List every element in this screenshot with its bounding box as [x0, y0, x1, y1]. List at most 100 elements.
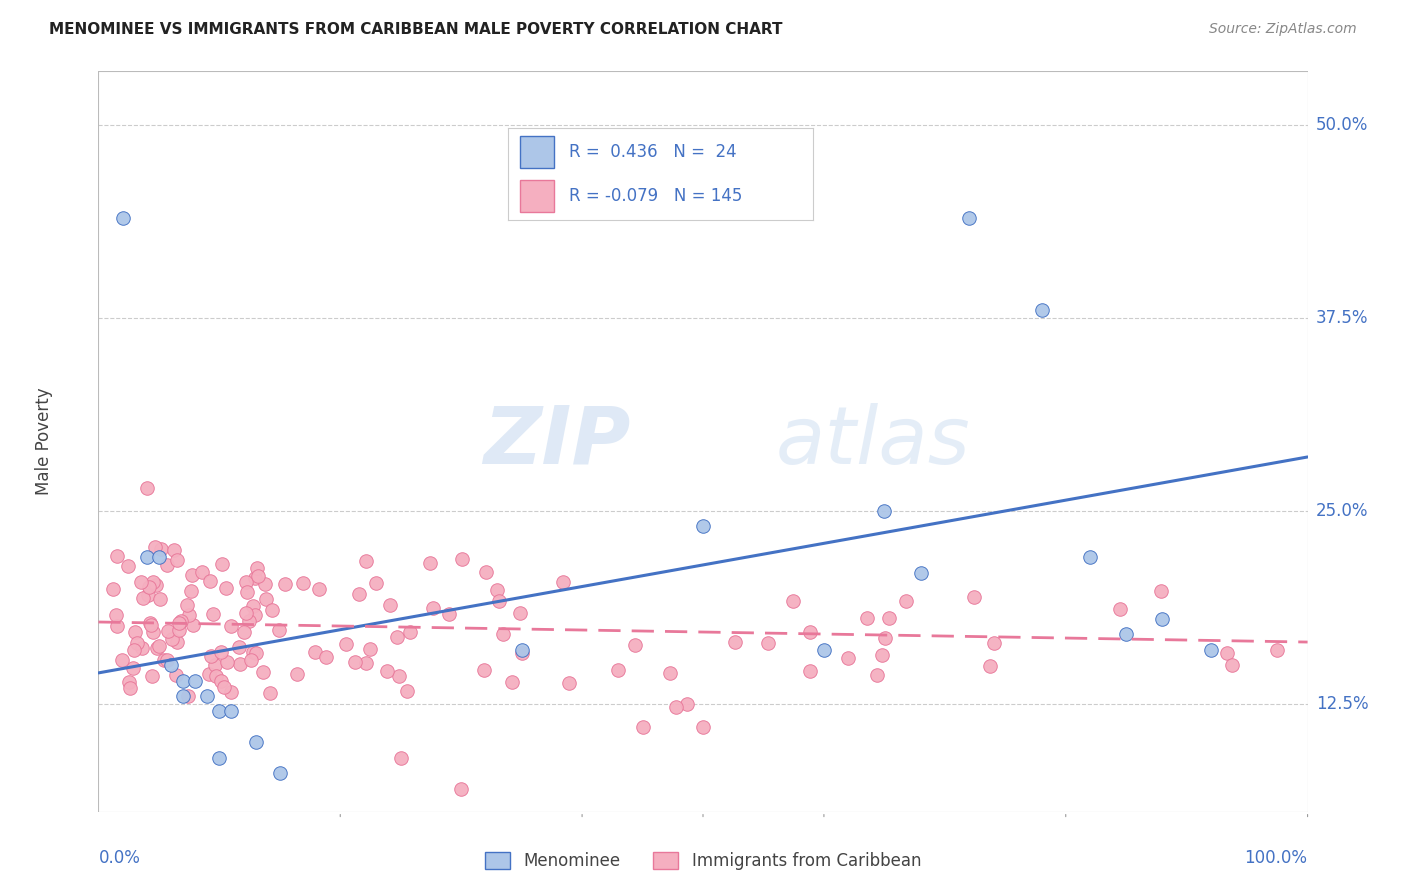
Text: 12.5%: 12.5% [1316, 695, 1368, 713]
Point [553, 575, 575, 590]
Point [172, 673, 194, 688]
Text: ZIP: ZIP [484, 402, 630, 481]
Point [472, 663, 495, 677]
Point [111, 653, 134, 667]
Bar [520, 179, 554, 212]
Point [354, 656, 377, 670]
Point [364, 575, 387, 590]
Point [166, 553, 188, 567]
Point [304, 644, 326, 658]
Point [176, 598, 198, 612]
Point [208, 705, 231, 719]
Point [509, 607, 531, 621]
Point [141, 669, 163, 683]
Point [167, 616, 190, 631]
Legend: Menominee, Immigrants from Caribbean: Menominee, Immigrants from Caribbean [485, 852, 921, 870]
Point [118, 681, 141, 695]
Point [269, 766, 291, 780]
Point [344, 655, 367, 669]
Point [148, 550, 170, 565]
Point [217, 655, 239, 669]
Point [176, 689, 198, 703]
Text: 0.0%: 0.0% [98, 849, 141, 867]
Point [139, 617, 162, 632]
Point [308, 582, 330, 596]
Point [385, 630, 408, 644]
Point [607, 663, 630, 677]
Point [212, 680, 235, 694]
Point [349, 587, 371, 601]
Point [195, 689, 218, 703]
Text: 25.0%: 25.0% [1316, 502, 1368, 520]
Point [866, 668, 889, 682]
Point [245, 607, 267, 622]
Point [242, 599, 264, 613]
Point [136, 588, 159, 602]
Point [145, 578, 167, 592]
Point [253, 577, 276, 591]
Point [450, 551, 472, 566]
Point [200, 649, 222, 664]
Point [658, 666, 681, 681]
Point [879, 611, 901, 625]
Point [243, 571, 266, 585]
Point [782, 594, 804, 608]
Point [1152, 612, 1174, 626]
Point [1108, 601, 1130, 615]
Point [262, 602, 284, 616]
Point [475, 565, 498, 579]
Point [208, 750, 231, 764]
Point [510, 642, 533, 657]
Point [285, 666, 308, 681]
Point [180, 583, 202, 598]
Point [239, 653, 262, 667]
Point [228, 640, 250, 654]
Text: R =  0.436   N =  24: R = 0.436 N = 24 [569, 144, 737, 161]
Point [172, 689, 194, 703]
Point [232, 624, 254, 639]
Point [202, 607, 225, 621]
Point [236, 585, 259, 599]
Point [170, 614, 193, 628]
Point [799, 624, 821, 639]
Point [692, 720, 714, 734]
Point [389, 750, 412, 764]
Point [229, 657, 252, 672]
Point [269, 623, 291, 637]
Point [450, 781, 472, 796]
Point [127, 636, 149, 650]
Point [756, 636, 779, 650]
Point [354, 554, 377, 568]
Point [488, 594, 510, 608]
Point [398, 624, 420, 639]
Point [665, 700, 688, 714]
Bar [520, 136, 554, 169]
Point [377, 664, 399, 678]
Point [205, 669, 228, 683]
Text: 50.0%: 50.0% [1316, 116, 1368, 135]
Point [131, 574, 153, 589]
Point [813, 642, 835, 657]
Point [148, 639, 170, 653]
Text: MENOMINEE VS IMMIGRANTS FROM CARIBBEAN MALE POVERTY CORRELATION CHART: MENOMINEE VS IMMIGRANTS FROM CARIBBEAN M… [49, 22, 783, 37]
Point [211, 558, 233, 572]
Point [198, 574, 221, 588]
Point [191, 566, 214, 580]
Point [131, 641, 153, 656]
Text: Source: ZipAtlas.com: Source: ZipAtlas.com [1209, 22, 1357, 37]
Text: 100.0%: 100.0% [1244, 849, 1308, 867]
Point [315, 649, 337, 664]
Point [1199, 642, 1222, 657]
Point [439, 607, 461, 621]
Point [238, 614, 260, 628]
Point [837, 651, 859, 665]
Point [111, 211, 134, 225]
Point [221, 619, 243, 633]
Point [117, 674, 139, 689]
Point [1215, 646, 1237, 660]
Point [142, 625, 165, 640]
Point [235, 606, 257, 620]
Point [242, 645, 264, 659]
Text: atlas: atlas [776, 402, 970, 481]
Point [135, 481, 157, 495]
